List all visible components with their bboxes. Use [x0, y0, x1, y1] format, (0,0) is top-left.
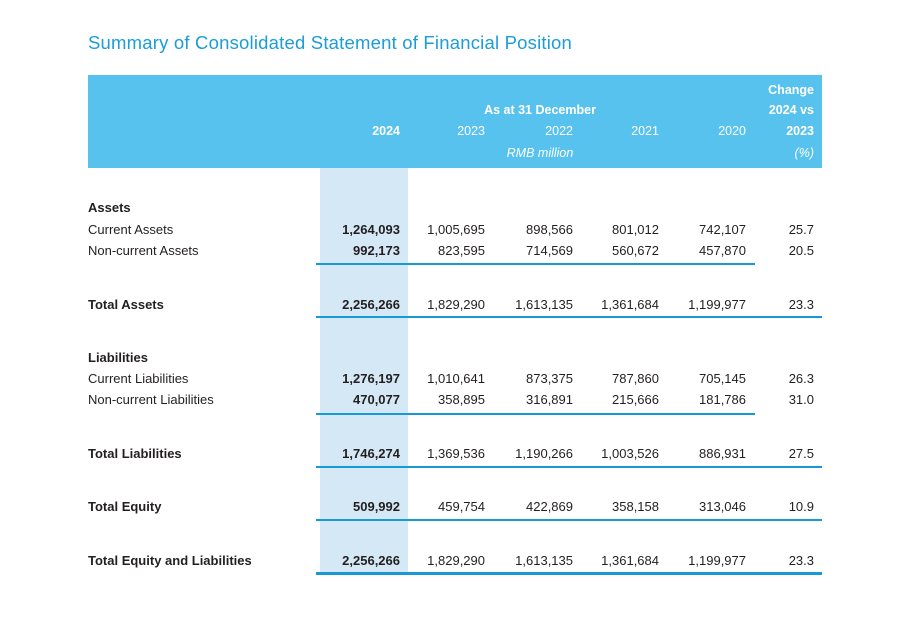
row-label: Non-current Liabilities	[88, 392, 214, 407]
year-header-2023: 2023	[457, 124, 485, 138]
highlight-column-2024	[320, 168, 408, 574]
value-2023: 1,829,290	[427, 553, 485, 568]
page-title: Summary of Consolidated Statement of Fin…	[88, 32, 573, 53]
value-2021: 215,666	[612, 392, 659, 407]
table-row-current-liabilities: Current Liabilities 1,276,197 1,010,641 …	[88, 371, 822, 387]
value-change-pct: 26.3	[788, 371, 814, 386]
value-2020: 742,107	[699, 222, 746, 237]
value-change-pct: 10.9	[788, 499, 814, 514]
row-label: Liabilities	[88, 350, 148, 365]
value-2023: 358,895	[438, 392, 485, 407]
value-2023: 1,829,290	[427, 297, 485, 312]
value-2024: 2,256,266	[342, 297, 400, 312]
table-row-noncurrent-assets: Non-current Assets 992,173 823,595 714,5…	[88, 243, 822, 259]
unit-label: RMB million	[506, 146, 574, 160]
row-label: Total Assets	[88, 297, 164, 312]
value-2020: 181,786	[699, 392, 746, 407]
value-2020: 457,870	[699, 243, 746, 258]
value-change-pct: 23.3	[788, 297, 814, 312]
value-2020: 1,199,977	[688, 297, 746, 312]
table-row-noncurrent-liabilities: Non-current Liabilities 470,077 358,895 …	[88, 392, 822, 408]
date-group-header: As at 31 December	[484, 103, 596, 117]
value-2023: 459,754	[438, 499, 485, 514]
value-2023: 1,010,641	[427, 371, 485, 386]
rule-under-total-assets	[316, 316, 822, 318]
value-2020: 705,145	[699, 371, 746, 386]
table-row-total-liabilities: Total Liabilities 1,746,274 1,369,536 1,…	[88, 446, 822, 462]
value-2023: 1,369,536	[427, 446, 485, 461]
value-change-pct: 23.3	[788, 553, 814, 568]
value-2022: 1,613,135	[515, 553, 573, 568]
year-header-2020: 2020	[718, 124, 746, 138]
row-label: Total Equity and Liabilities	[88, 553, 252, 568]
change-header-line2: 2024 vs	[768, 103, 814, 117]
value-2024: 992,173	[353, 243, 400, 258]
value-2021: 1,361,684	[601, 553, 659, 568]
value-2020: 886,931	[699, 446, 746, 461]
table-row-current-assets: Current Assets 1,264,093 1,005,695 898,5…	[88, 222, 822, 238]
rule-under-total-liabilities	[316, 466, 822, 468]
row-label: Total Liabilities	[88, 446, 182, 461]
table-row-total-equity-and-liabilities: Total Equity and Liabilities 2,256,266 1…	[88, 553, 822, 569]
value-2022: 1,613,135	[515, 297, 573, 312]
value-2021: 358,158	[612, 499, 659, 514]
value-change-pct: 31.0	[788, 392, 814, 407]
value-2021: 560,672	[612, 243, 659, 258]
value-2023: 823,595	[438, 243, 485, 258]
value-2020: 1,199,977	[688, 553, 746, 568]
table-row-total-assets: Total Assets 2,256,266 1,829,290 1,613,1…	[88, 297, 822, 313]
value-2021: 787,860	[612, 371, 659, 386]
value-2021: 801,012	[612, 222, 659, 237]
change-header-line1: Change	[768, 83, 814, 97]
rule-under-total-equity	[316, 519, 822, 521]
value-change-pct: 20.5	[788, 243, 814, 258]
value-2022: 422,869	[526, 499, 573, 514]
table-row-total-equity: Total Equity 509,992 459,754 422,869 358…	[88, 499, 822, 515]
row-label: Assets	[88, 200, 131, 215]
rule-under-assets	[316, 263, 755, 265]
year-header-2021: 2021	[631, 124, 659, 138]
value-2021: 1,361,684	[601, 297, 659, 312]
value-2022: 1,190,266	[515, 446, 573, 461]
value-2022: 316,891	[526, 392, 573, 407]
value-2022: 714,569	[526, 243, 573, 258]
value-2020: 313,046	[699, 499, 746, 514]
year-header-2024: 2024	[372, 124, 400, 138]
year-header-2022: 2022	[545, 124, 573, 138]
table-header-band: Change As at 31 December 2024 vs 2024 20…	[88, 75, 822, 168]
row-label: Non-current Assets	[88, 243, 199, 258]
section-heading-assets: Assets	[88, 200, 822, 216]
rule-under-liabilities	[316, 413, 755, 415]
value-2022: 873,375	[526, 371, 573, 386]
row-label: Total Equity	[88, 499, 162, 514]
value-2024: 1,746,274	[342, 446, 400, 461]
value-2022: 898,566	[526, 222, 573, 237]
change-unit-label: (%)	[794, 146, 814, 160]
section-heading-liabilities: Liabilities	[88, 350, 822, 366]
value-2021: 1,003,526	[601, 446, 659, 461]
value-2023: 1,005,695	[427, 222, 485, 237]
row-label: Current Liabilities	[88, 371, 189, 386]
value-2024: 1,264,093	[342, 222, 400, 237]
value-change-pct: 27.5	[788, 446, 814, 461]
change-header-year: 2023	[786, 124, 814, 138]
value-2024: 1,276,197	[342, 371, 400, 386]
rule-under-total-equity-and-liabilities	[316, 572, 822, 575]
value-2024: 2,256,266	[342, 553, 400, 568]
value-2024: 509,992	[353, 499, 400, 514]
value-2024: 470,077	[353, 392, 400, 407]
value-change-pct: 25.7	[788, 222, 814, 237]
row-label: Current Assets	[88, 222, 174, 237]
